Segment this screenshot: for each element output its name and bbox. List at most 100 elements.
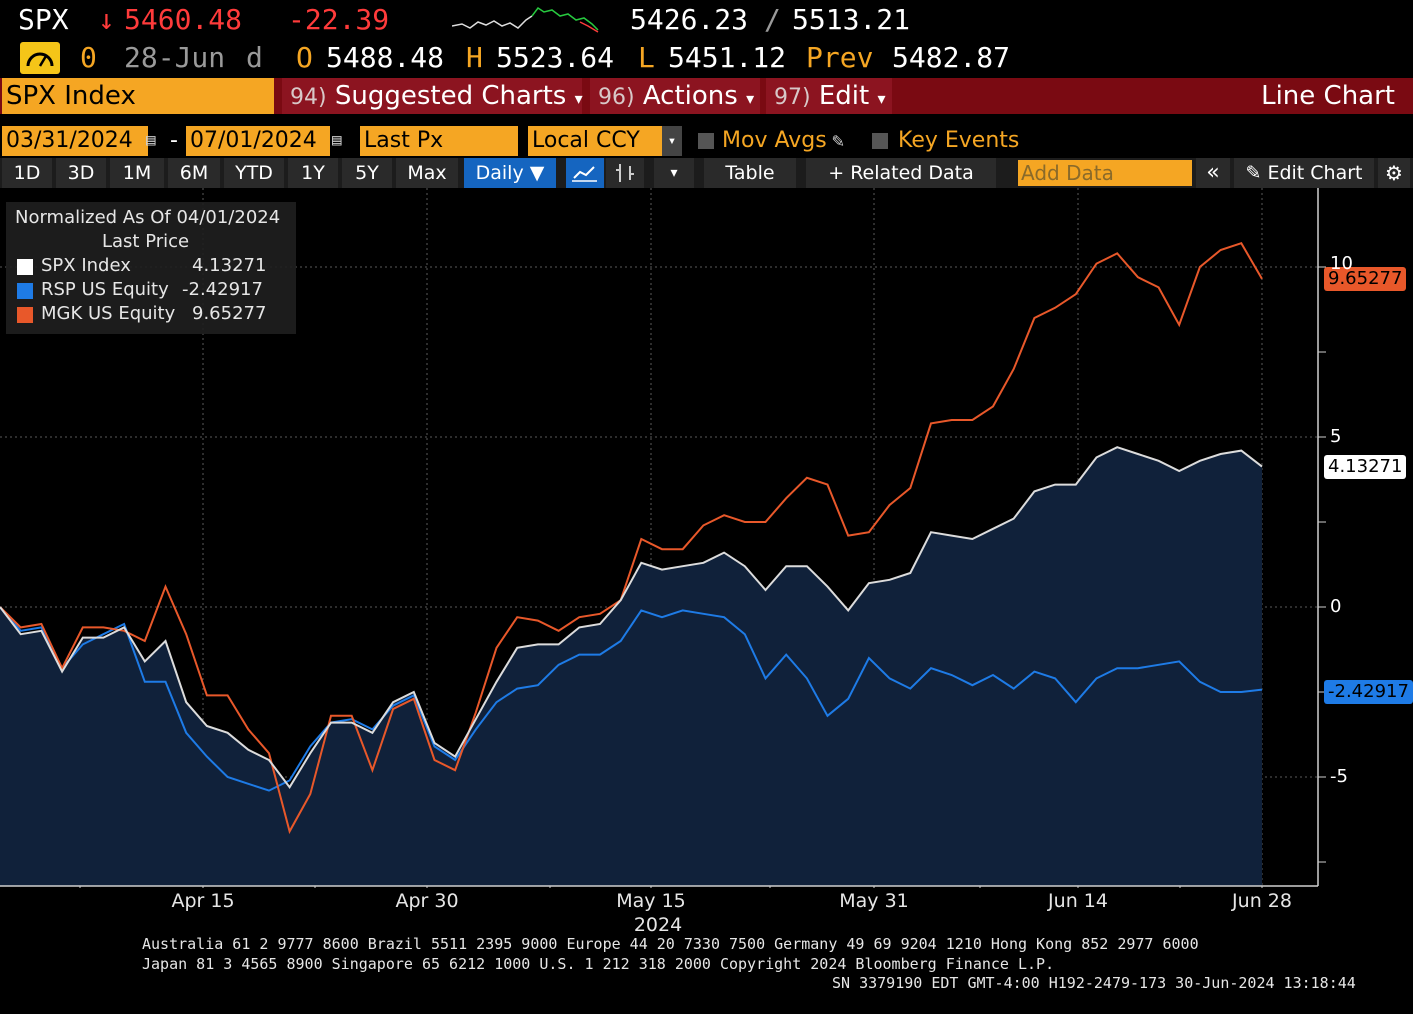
chevron-down-icon: ▾ bbox=[746, 89, 755, 108]
net-change: -22.39 bbox=[288, 3, 390, 36]
key-events-label[interactable]: Key Events bbox=[898, 128, 1020, 153]
legend-item-name: RSP US Equity bbox=[41, 279, 169, 300]
edit-menu[interactable]: 97) Edit ▾ bbox=[766, 78, 892, 114]
actions-menu[interactable]: 96) Actions ▾ bbox=[590, 78, 760, 114]
y-tick-label: -5 bbox=[1330, 766, 1348, 787]
security-field[interactable]: SPX Index bbox=[2, 78, 274, 114]
legend-swatch bbox=[17, 307, 33, 323]
start-date-field[interactable]: 03/31/2024 bbox=[2, 126, 148, 156]
chart-type-title: Line Chart bbox=[1261, 81, 1395, 111]
legend-item-value: 4.13271 bbox=[192, 255, 267, 276]
date-range-dash: - bbox=[170, 128, 178, 153]
speedometer-icon[interactable] bbox=[20, 42, 60, 74]
bar-chart-icon[interactable] bbox=[606, 158, 644, 188]
x-tick-label: Apr 15 bbox=[171, 890, 235, 912]
quote-date: 28-Jun bbox=[124, 41, 226, 74]
period-1y-button[interactable]: 1Y bbox=[288, 158, 338, 188]
x-axis-year-label: 2024 bbox=[633, 914, 683, 936]
edit-chart-button[interactable]: ✎ Edit Chart bbox=[1234, 158, 1374, 188]
last-price: 5460.48 bbox=[124, 3, 243, 36]
rsp-last-value-badge: -2.42917 bbox=[1324, 680, 1413, 704]
period-1d-button[interactable]: 1D bbox=[2, 158, 52, 188]
menu-number: 94) bbox=[290, 85, 327, 110]
y-tick-label: 5 bbox=[1330, 426, 1342, 447]
period-3d-button[interactable]: 3D bbox=[56, 158, 106, 188]
series-line-mgk bbox=[0, 241, 1263, 835]
legend-item-value: -2.42917 bbox=[182, 279, 263, 300]
ticker-label: SPX bbox=[18, 3, 69, 36]
legend-title: Normalized As Of 04/01/2024 bbox=[15, 207, 281, 228]
menu-label: Suggested Charts bbox=[334, 81, 567, 111]
chevron-down-icon[interactable]: ▾ bbox=[662, 126, 682, 156]
range-high: 5513.21 bbox=[792, 3, 911, 36]
table-button[interactable]: Table bbox=[704, 158, 796, 188]
range-low: 5426.23 bbox=[630, 3, 749, 36]
key-events-checkbox[interactable] bbox=[872, 133, 888, 149]
period-6m-button[interactable]: 6M bbox=[168, 158, 220, 188]
y-tick-label: 0 bbox=[1330, 596, 1342, 617]
menu-number: 97) bbox=[774, 85, 811, 110]
legend-item-name: MGK US Equity bbox=[41, 303, 176, 324]
series-line-rsp bbox=[0, 606, 1263, 792]
volume-zero: 0 bbox=[80, 41, 97, 74]
gear-icon[interactable]: ⚙ bbox=[1378, 158, 1410, 188]
menu-label: Actions bbox=[642, 81, 738, 111]
chevron-down-icon[interactable]: ▾ bbox=[654, 158, 694, 188]
calendar-icon[interactable]: ▤ bbox=[146, 130, 156, 149]
y-tick-label: 10 bbox=[1330, 253, 1353, 274]
range-separator: / bbox=[764, 3, 781, 36]
footer-contacts-line1: Australia 61 2 9777 8600 Brazil 5511 239… bbox=[142, 935, 1199, 953]
low-value: 5451.12 bbox=[668, 41, 787, 74]
menu-label: Edit bbox=[818, 81, 870, 111]
line-chart-icon[interactable] bbox=[566, 158, 604, 188]
chart-toolbar: 1D 3D 1M 6M YTD 1Y 5Y Max Daily ▼ ▾ Tabl… bbox=[0, 158, 1413, 188]
add-data-input[interactable]: Add Data bbox=[1018, 160, 1192, 186]
end-date-field[interactable]: 07/01/2024 bbox=[186, 126, 330, 156]
series-line-spx bbox=[0, 446, 1263, 789]
frequency-select[interactable]: Daily ▼ bbox=[464, 158, 556, 188]
footer-session-line: SN 3379190 EDT GMT-4:00 H192-2479-173 30… bbox=[832, 974, 1356, 992]
spx-last-value-badge: 4.13271 bbox=[1324, 455, 1407, 479]
pencil-icon: ✎ bbox=[1245, 162, 1268, 184]
period-max-button[interactable]: Max bbox=[396, 158, 458, 188]
down-arrow-icon: ↓ bbox=[98, 3, 115, 36]
legend-item-value: 9.65277 bbox=[192, 303, 267, 324]
x-tick-label: Apr 30 bbox=[395, 890, 459, 912]
x-tick-label: Jun 14 bbox=[1048, 890, 1108, 912]
legend-subtitle: Last Price bbox=[102, 231, 190, 252]
period-5y-button[interactable]: 5Y bbox=[342, 158, 392, 188]
pencil-icon[interactable]: ✎ bbox=[832, 128, 845, 152]
chevron-down-icon: ▾ bbox=[574, 89, 583, 108]
mov-avgs-checkbox[interactable] bbox=[698, 133, 714, 149]
footer-contacts-line2: Japan 81 3 4565 8900 Singapore 65 6212 1… bbox=[142, 955, 1055, 973]
open-label: O bbox=[296, 41, 313, 74]
related-data-button[interactable]: + Related Data bbox=[806, 158, 996, 188]
price-field-select[interactable]: Last Px bbox=[360, 126, 518, 156]
chart-legend[interactable]: Normalized As Of 04/01/2024 Last Price S… bbox=[6, 202, 296, 334]
menu-number: 96) bbox=[598, 85, 635, 110]
calendar-icon[interactable]: ▤ bbox=[332, 130, 342, 149]
mgk-last-value-badge: 9.65277 bbox=[1324, 267, 1407, 291]
low-label: L bbox=[638, 41, 655, 74]
period-1m-button[interactable]: 1M bbox=[110, 158, 164, 188]
x-tick-label: Jun 28 bbox=[1232, 890, 1292, 912]
legend-item-name: SPX Index bbox=[41, 255, 131, 276]
legend-swatch bbox=[17, 283, 33, 299]
title-bar: SPX Index 94) Suggested Charts ▾ 96) Act… bbox=[0, 78, 1413, 114]
x-axis-ticks bbox=[79, 886, 1263, 888]
currency-select[interactable]: Local CCY bbox=[528, 126, 662, 156]
prev-value: 5482.87 bbox=[892, 41, 1011, 74]
high-label: H bbox=[466, 41, 483, 74]
edit-chart-label: Edit Chart bbox=[1267, 162, 1363, 184]
mov-avgs-label[interactable]: Mov Avgs bbox=[722, 128, 827, 153]
x-tick-label: May 15 bbox=[616, 890, 686, 912]
chevron-down-icon: ▾ bbox=[877, 89, 886, 108]
x-tick-label: May 31 bbox=[839, 890, 909, 912]
suggested-charts-menu[interactable]: 94) Suggested Charts ▾ bbox=[282, 78, 583, 114]
collapse-icon[interactable]: « bbox=[1196, 158, 1230, 188]
prev-label: Prev bbox=[806, 41, 874, 74]
high-value: 5523.64 bbox=[496, 41, 615, 74]
period-ytd-button[interactable]: YTD bbox=[224, 158, 284, 188]
open-value: 5488.48 bbox=[326, 41, 445, 74]
legend-swatch bbox=[17, 259, 33, 275]
